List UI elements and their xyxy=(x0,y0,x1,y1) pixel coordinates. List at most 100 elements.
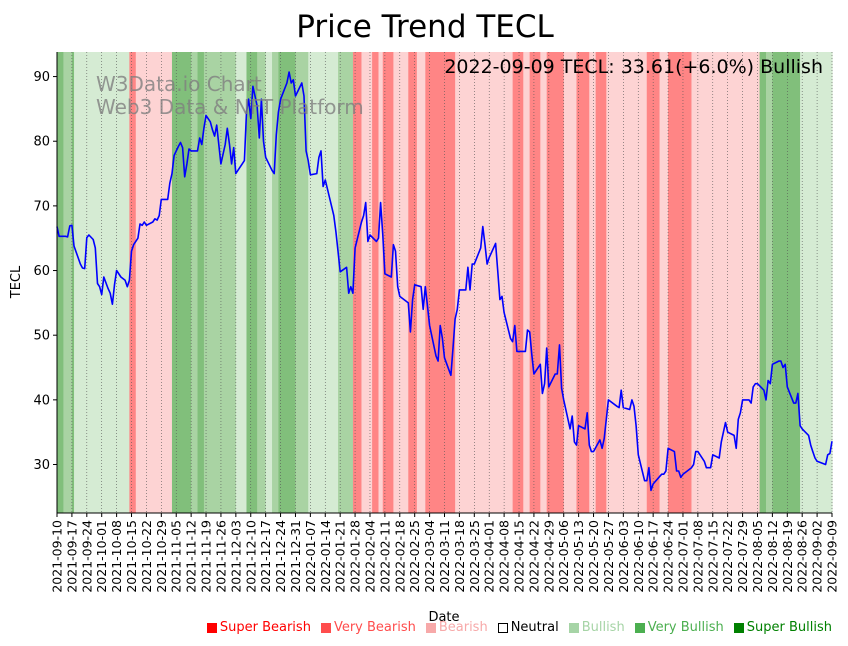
x-tick-label: 2022-06-17 xyxy=(646,520,661,593)
x-tick-label: 2021-11-26 xyxy=(213,520,228,593)
regime-band-bullish xyxy=(203,52,222,513)
regime-band-very-bearish xyxy=(129,52,137,513)
regime-band-bullish xyxy=(338,52,354,513)
y-tick-label: 90 xyxy=(33,70,50,85)
regime-bands xyxy=(57,52,833,513)
regime-band-bearish xyxy=(416,52,426,513)
x-tick-label: 2022-04-22 xyxy=(526,520,541,593)
x-tick-label: 2022-05-27 xyxy=(601,520,616,593)
regime-band-very-bullish xyxy=(759,52,767,513)
regime-band-bearish xyxy=(691,52,761,513)
y-tick-label: 80 xyxy=(33,135,50,150)
x-tick-label: 2021-12-10 xyxy=(243,520,258,593)
regime-band-bearish xyxy=(540,52,548,513)
price-series xyxy=(56,71,833,492)
regime-band-bearish xyxy=(378,52,384,513)
regime-band-very-bearish xyxy=(352,52,363,513)
x-tick-label: 2022-02-11 xyxy=(377,520,392,593)
regime-band-bearish xyxy=(563,52,578,513)
legend-label: Very Bearish xyxy=(333,620,416,635)
legend-swatch xyxy=(320,622,331,633)
watermark-line-1: W3Data.io Chart xyxy=(96,72,262,96)
legend-item: Super Bearish xyxy=(206,620,311,635)
x-tick-label: 2022-04-08 xyxy=(497,520,512,593)
regime-band-very-bearish xyxy=(425,52,456,513)
x-tick-label: 2021-10-29 xyxy=(154,520,169,593)
regime-band-bearish xyxy=(135,52,165,513)
legend-label: Super Bullish xyxy=(746,620,832,635)
x-tick-label: 2022-06-10 xyxy=(631,520,646,593)
x-tick-label: 2021-09-17 xyxy=(64,520,79,593)
regime-band-bearish xyxy=(589,52,597,513)
price-line xyxy=(56,71,833,492)
regime-band-super-bullish xyxy=(265,52,273,513)
x-tick-label: 2021-10-15 xyxy=(124,520,139,593)
x-tick-label: 2021-09-10 xyxy=(50,520,65,593)
regime-band-bullish xyxy=(272,52,280,513)
x-tick-label: 2022-04-15 xyxy=(512,520,527,593)
x-axis-label: Date xyxy=(428,610,459,625)
regime-band-very-bullish xyxy=(246,52,258,513)
x-tick-label: 2022-07-22 xyxy=(720,520,735,593)
regime-band-super-bearish xyxy=(163,52,173,513)
legend: Super Bearish Very Bearish Bearish Neutral B… xyxy=(206,620,832,635)
regime-band-super-bullish xyxy=(800,52,833,513)
x-tick-label: 2021-10-08 xyxy=(109,520,124,593)
regime-band-very-bullish xyxy=(772,52,801,513)
regime-band-bearish xyxy=(393,52,409,513)
legend-swatch xyxy=(733,622,744,633)
x-tick-label: 2022-01-21 xyxy=(333,520,348,593)
chart-annotation: 2022-09-09 TECL: 33.61(+6.0%) Bullish xyxy=(444,56,823,78)
regime-band-bullish xyxy=(191,52,199,513)
y-axis-ticks: 30 40 50 60 70 80 90 xyxy=(33,70,57,473)
regime-band-very-bearish xyxy=(512,52,524,513)
regime-band-bullish xyxy=(63,52,73,513)
watermark-line-2: Web3 Data & NFT Platform xyxy=(96,95,364,119)
x-tick-label: 2022-03-11 xyxy=(437,520,452,593)
regime-band-very-bearish xyxy=(408,52,418,513)
y-tick-label: 30 xyxy=(33,458,50,473)
x-tick-label: 2021-09-24 xyxy=(79,520,94,593)
regime-band-bearish xyxy=(659,52,669,513)
x-tick-label: 2022-09-09 xyxy=(825,520,840,593)
legend-swatch xyxy=(497,622,508,633)
legend-label: Bullish xyxy=(581,620,625,635)
y-tick-label: 70 xyxy=(33,199,50,214)
x-tick-label: 2022-04-01 xyxy=(482,520,497,593)
chart-title: Price Trend TECL xyxy=(296,9,554,45)
x-tick-label: 2021-12-03 xyxy=(228,520,243,593)
legend-item: Bearish xyxy=(425,620,488,635)
regime-band-bearish xyxy=(523,52,531,513)
regime-band-super-bullish xyxy=(235,52,248,513)
regime-band-very-bearish xyxy=(595,52,607,513)
x-tick-label: 2022-06-24 xyxy=(661,520,676,593)
x-tick-label: 2021-11-05 xyxy=(169,520,184,593)
regime-band-super-bullish xyxy=(308,52,339,513)
regime-band-very-bullish xyxy=(71,52,75,513)
x-tick-label: 2022-02-18 xyxy=(392,520,407,593)
x-tick-label: 2022-01-28 xyxy=(348,520,363,593)
x-axis-ticks: 2021-09-10 2021-09-17 2021-09-24 2021-10-01… xyxy=(50,513,840,593)
legend-swatch xyxy=(206,622,217,633)
legend-item: Bullish xyxy=(568,620,625,635)
legend-swatch xyxy=(634,622,645,633)
x-tick-label: 2022-07-29 xyxy=(735,520,750,593)
regime-band-very-bearish xyxy=(668,52,693,513)
x-tick-label: 2022-03-18 xyxy=(452,520,467,593)
x-tick-label: 2022-05-13 xyxy=(571,520,586,593)
y-axis-label: TECL xyxy=(9,265,24,299)
x-gridlines xyxy=(56,52,833,513)
regime-band-bearish xyxy=(606,52,648,513)
regime-band-bullish xyxy=(295,52,309,513)
legend-label: Very Bullish xyxy=(647,620,724,635)
x-tick-label: 2021-12-24 xyxy=(273,520,288,593)
regime-band-very-bearish xyxy=(372,52,380,513)
x-tick-label: 2022-01-14 xyxy=(318,520,333,593)
x-tick-label: 2022-05-06 xyxy=(556,520,571,593)
x-tick-label: 2021-12-31 xyxy=(288,520,303,593)
legend-label: Super Bearish xyxy=(219,620,311,635)
x-tick-label: 2022-02-25 xyxy=(407,520,422,593)
x-tick-label: 2022-06-03 xyxy=(616,520,631,593)
regime-band-very-bullish xyxy=(171,52,192,513)
